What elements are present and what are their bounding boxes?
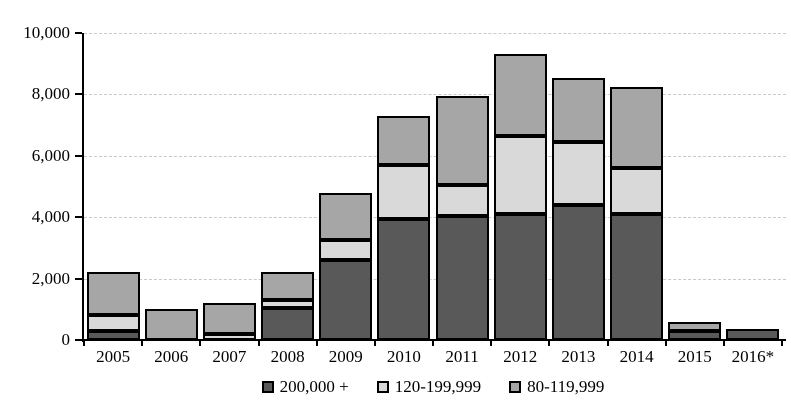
x-tick	[781, 341, 783, 346]
x-tick	[606, 341, 609, 346]
bar-segment-2005-series-0	[86, 330, 140, 340]
bar-segment-2009-series-2	[319, 192, 373, 241]
bar-segment-2016*-series-0	[726, 329, 780, 340]
x-tick-label: 2008	[270, 347, 305, 366]
x-tick	[373, 341, 376, 346]
bar-segment-2011-series-2	[435, 95, 489, 185]
bar-segment-2015-series-0	[668, 330, 722, 340]
bar-segment-2013-series-0	[551, 204, 605, 340]
bar-segment-2005-series-2	[86, 272, 140, 316]
gridline	[84, 33, 786, 34]
y-tick	[75, 93, 82, 96]
legend-label: 200,000 +	[279, 377, 349, 396]
y-tick-label: 4,000	[31, 207, 70, 227]
bar-segment-2006-series-2	[144, 309, 198, 340]
x-tick-label: 2016*	[731, 347, 775, 366]
x-tick	[664, 341, 667, 346]
bar-segment-2012-series-0	[493, 214, 547, 340]
bar-segment-2013-series-1	[551, 141, 605, 205]
legend-label: 120-199,999	[394, 377, 482, 396]
legend-item-2: 80-119,999	[509, 378, 604, 396]
y-tick	[75, 32, 82, 34]
x-tick	[83, 341, 85, 346]
bar-segment-2012-series-1	[493, 135, 547, 215]
x-tick-label: 2014	[619, 347, 654, 366]
x-tick-label: 2006	[154, 347, 189, 366]
bar-segment-2014-series-0	[610, 214, 664, 340]
y-axis-line	[82, 33, 84, 342]
legend-item-1: 120-199,999	[376, 377, 482, 396]
y-tick-label: 6,000	[31, 145, 70, 165]
y-tick	[75, 154, 82, 157]
bar-segment-2010-series-1	[377, 165, 431, 219]
legend-swatch-icon	[261, 381, 274, 393]
legend-swatch-icon	[509, 381, 522, 393]
bar-segment-2009-series-1	[319, 240, 373, 261]
bar-segment-2009-series-0	[319, 260, 373, 340]
y-tick-label: 10,000	[23, 23, 70, 42]
bar-segment-2014-series-2	[610, 86, 664, 169]
legend-label: 80-119,999	[527, 377, 605, 396]
x-tick	[141, 341, 144, 346]
x-tick-label: 2009	[328, 347, 363, 366]
x-tick	[257, 341, 260, 346]
bar-segment-2007-series-1	[202, 333, 256, 340]
gridline	[84, 217, 786, 219]
x-tick	[722, 341, 725, 346]
y-tick-label: 8,000	[31, 84, 70, 104]
x-tick	[315, 341, 318, 346]
legend-item-0: 200,000 +	[261, 377, 349, 396]
y-tick	[75, 216, 82, 219]
bar-segment-2013-series-2	[551, 77, 605, 142]
bar-segment-2014-series-1	[610, 168, 664, 215]
bar-segment-2015-series-2	[668, 321, 722, 331]
bar-segment-2012-series-2	[493, 54, 547, 136]
bar-segment-2008-series-2	[261, 272, 315, 301]
x-tick-label: 2005	[96, 347, 131, 366]
bar-segment-2010-series-0	[377, 218, 431, 340]
x-tick-label: 2013	[561, 347, 596, 366]
gridline	[84, 155, 786, 157]
x-tick-label: 2010	[386, 347, 421, 366]
y-tick-label: 2,000	[31, 268, 70, 288]
legend: 200,000 + 120-199,999 80-119,999	[84, 375, 782, 399]
y-tick-label: 0	[61, 330, 71, 349]
x-tick-label: 2007	[212, 347, 247, 366]
bar-segment-2011-series-0	[435, 215, 489, 340]
x-tick-label: 2015	[677, 347, 712, 366]
bar-segment-2008-series-0	[261, 307, 315, 340]
x-tick	[490, 341, 493, 346]
gridline	[84, 94, 786, 96]
x-tick	[548, 341, 551, 346]
x-axis-line	[82, 339, 786, 341]
bar-segment-2010-series-2	[377, 115, 431, 165]
x-tick	[199, 341, 202, 346]
x-tick	[432, 341, 434, 346]
x-tick-label: 2011	[445, 347, 479, 366]
y-tick	[75, 277, 82, 280]
gridline	[84, 278, 786, 280]
bar-segment-2008-series-1	[261, 300, 315, 308]
bar-segment-2011-series-1	[435, 184, 489, 216]
y-tick	[75, 339, 82, 341]
bar-segment-2007-series-2	[202, 303, 256, 334]
legend-swatch-icon	[376, 381, 389, 393]
x-tick-label: 2012	[503, 347, 538, 366]
bar-segment-2005-series-1	[86, 315, 140, 331]
